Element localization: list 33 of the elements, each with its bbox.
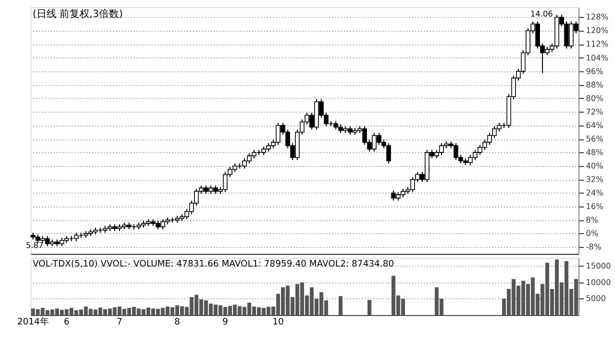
- x-tick-label: 9: [222, 317, 228, 328]
- y-tick-label: 80%: [586, 94, 604, 103]
- y-tick-label: 72%: [586, 107, 604, 116]
- annotation: 5.87: [26, 241, 44, 250]
- x-tick-label: 2014年: [17, 316, 49, 328]
- y-tick-label: 88%: [586, 80, 604, 90]
- y-tick-label: 0%: [586, 229, 599, 238]
- y-tick-label: 10000: [586, 278, 611, 287]
- y-tick-label: 32%: [586, 174, 604, 184]
- y-tick-label: 120%: [586, 26, 609, 36]
- y-tick-label: 96%: [586, 66, 604, 76]
- x-tick-label: 8: [174, 317, 180, 328]
- bar: [367, 300, 372, 316]
- chart-title: (日线 前复权,3倍数): [32, 8, 123, 20]
- y-tick-label: 48%: [586, 148, 604, 157]
- y-tick-label: 128%: [586, 12, 609, 22]
- y-tick-label: 24%: [586, 188, 604, 198]
- y-tick-label: 16%: [586, 202, 604, 211]
- y-tick-label: 5000: [586, 294, 606, 304]
- y-tick-label: -8%: [586, 242, 602, 252]
- y-tick-label: 15000: [586, 261, 611, 270]
- y-tick-label: 112%: [586, 40, 609, 49]
- y-tick-label: 56%: [586, 134, 604, 144]
- y-tick-label: 8%: [586, 216, 599, 225]
- y-tick-label: 104%: [586, 53, 609, 62]
- y-tick-label: 40%: [586, 161, 604, 170]
- x-tick-label: 6: [64, 317, 70, 328]
- x-tick-label: 10: [272, 317, 284, 328]
- annotation: VOL-TDX(5,10) VVOL:- VOLUME: 47831.66 MAVOL1: 78959.40 MAVOL2: 87434.80: [32, 260, 394, 270]
- annotation: 14.06: [530, 10, 553, 19]
- y-tick-label: 64%: [586, 120, 604, 130]
- bar: [338, 296, 343, 316]
- x-tick-label: 7: [116, 317, 122, 328]
